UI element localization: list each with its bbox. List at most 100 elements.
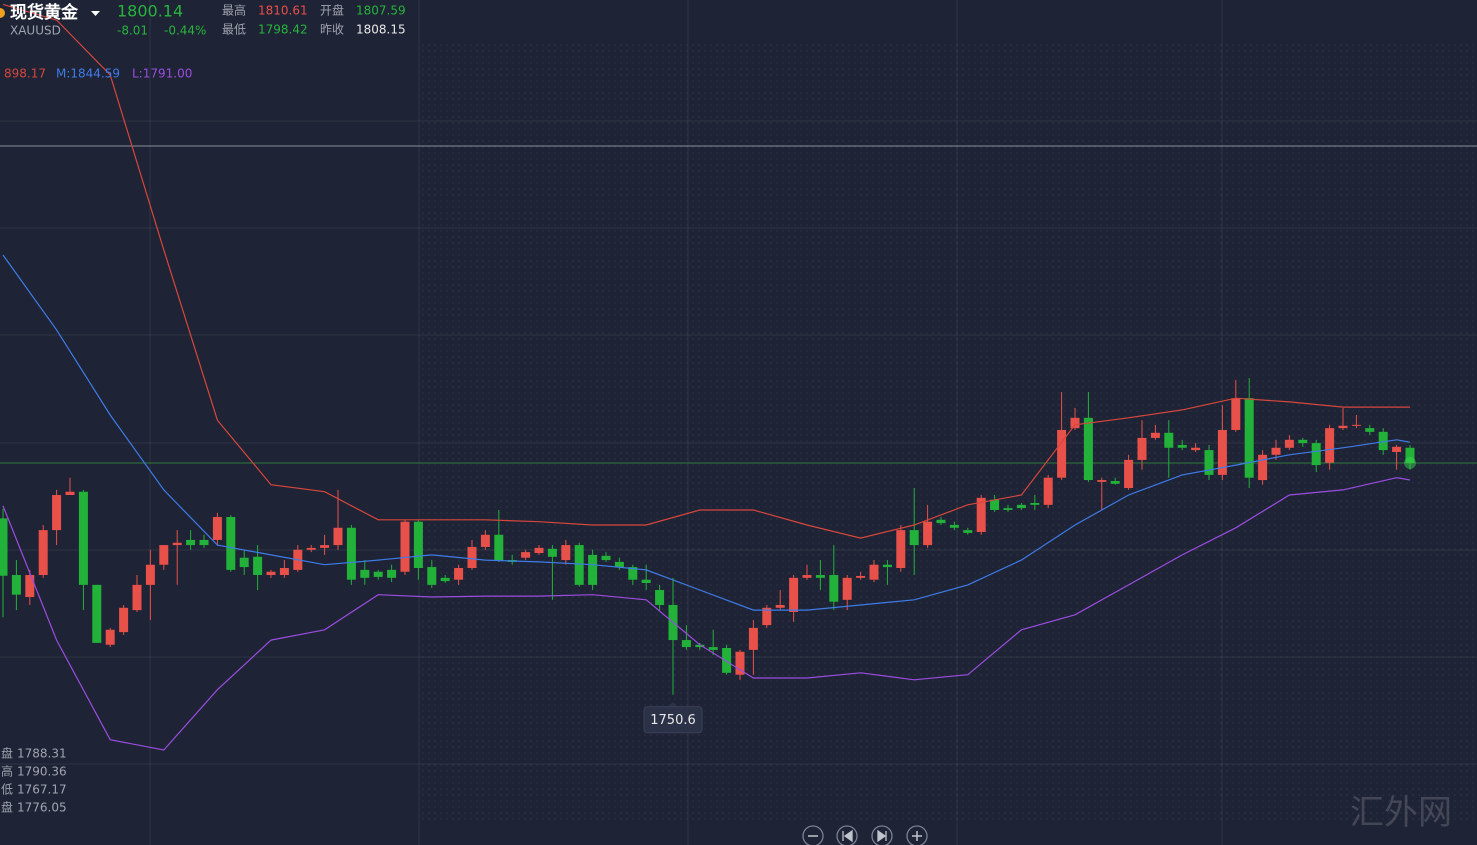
dropdown-arrow[interactable] [91,11,100,16]
candle-body [239,557,249,568]
candle-body [494,534,504,561]
hover-value: 1788.31 [17,747,67,761]
band-line [2,3,1410,539]
candle-body [923,521,933,546]
zoom-in-button[interactable] [906,825,928,845]
candle-body [1204,450,1214,475]
candle-body [400,521,410,572]
candle-body [440,577,450,582]
candle-body [1217,429,1227,475]
candle-body [1351,424,1361,426]
candle-body [521,552,531,558]
zoom-out-button[interactable] [802,825,824,845]
hover-label: 盘 [1,746,13,761]
candle-body [896,530,906,569]
candle-body [869,564,879,580]
upper-band-label: 898.17 [4,67,46,81]
candle-body [1003,508,1013,510]
candle-body [815,575,825,578]
candle-body [65,491,75,496]
candle-body [641,579,651,583]
candle-body [1150,432,1160,438]
candle-body [1392,446,1402,452]
candle-body [0,518,8,576]
candle-body [1311,443,1321,466]
candle-body [1164,432,1174,448]
candle-body [655,590,665,605]
candle-body [762,607,772,626]
low-pointer [668,701,678,707]
instrument-name: 现货黄金 [10,2,79,23]
candle-body [1298,439,1308,444]
candle-body [949,524,959,528]
candle-body [159,545,169,565]
candle-body [1124,459,1134,489]
candle-body [132,584,142,611]
map-texture [420,40,1477,820]
candle-body [1325,428,1335,463]
candle-body [990,499,1000,510]
candle-body [1378,431,1388,451]
candle-body [1284,439,1294,448]
candle-body [1097,480,1107,482]
low-label: 1750.6 [650,713,696,728]
stat-value: 1807.59 [356,4,406,18]
stat-value: 1810.61 [258,4,308,18]
icon [842,829,853,843]
hover-value: 1790.36 [17,765,67,779]
candle-body [561,545,571,561]
candle-body [145,564,155,585]
candle-body [279,568,289,576]
candle-body [1043,477,1053,505]
candle-body [11,575,21,595]
candle-body [1231,398,1241,430]
hover-value: 1776.05 [17,801,67,815]
candle-body [748,627,758,650]
stat-label: 最低 [222,23,246,37]
hover-info: 盘 1788.31 高 1790.36 低 1767.17 盘 1776.05 [1,746,67,815]
candle-body [842,577,852,600]
candle-body [936,519,946,524]
first-button[interactable] [836,825,858,845]
candle-body [534,547,544,554]
candle-body [628,567,638,580]
stat-label: 昨收 [320,23,344,37]
candle-body [1030,502,1040,505]
last-price: 1800.14 [117,2,183,21]
candle-body [333,527,343,546]
candle-body [212,517,222,540]
price-change-percent: -0.44% [164,24,206,38]
candle-body [882,564,892,568]
candle-body [1244,398,1254,478]
candle-body [119,607,129,633]
icon [912,831,922,841]
hover-label: 盘 [1,800,13,815]
stat-label: 开盘 [320,3,344,18]
lower-band-label: L:1791.00 [132,67,192,81]
candle-body [52,495,62,531]
candle-body [186,539,196,546]
price-change: -8.01 [117,24,148,38]
stat-value: 1808.15 [356,23,406,37]
candle-body [1057,429,1067,478]
candle-body [789,577,799,612]
candle-body [226,517,236,570]
candle-body [1177,444,1187,448]
candle-body [25,575,35,598]
candle-body [601,555,611,561]
candle-body [856,575,866,578]
candle-body [360,569,370,578]
candle-body [735,651,745,675]
zoom-controls [802,825,928,845]
candle-body [346,527,356,580]
candle-body [1070,417,1080,429]
symbol-icon [0,8,5,18]
stat-value: 1798.42 [258,23,308,37]
candle-body [306,547,316,550]
stats: 最高 1810.61 开盘 1807.59 最低 1798.42 昨收 1808.15 [222,3,406,37]
low-label-box [643,706,703,734]
candle-body [614,561,624,568]
symbol-code: XAUUSD [10,24,61,38]
last-button[interactable] [871,825,893,845]
